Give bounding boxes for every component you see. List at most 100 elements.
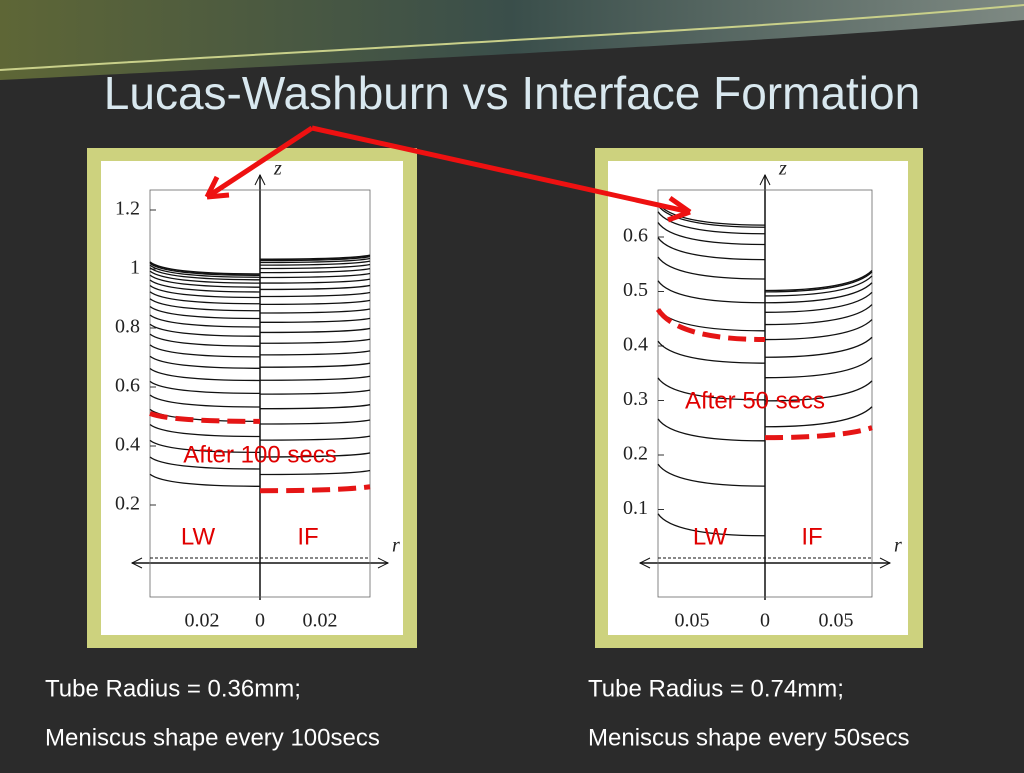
meniscus-curve [259,254,371,260]
meniscus-curve [259,362,371,368]
annotation: After 50 secs [685,387,825,414]
meniscus-curve [764,304,873,326]
meniscus-dashed [655,308,766,343]
meniscus-curve [764,282,873,304]
meniscus-curve [259,317,371,323]
y-tick-label: 0.3 [623,388,648,410]
plot-panel: z r 0.6 0.5 0.4 0.3 0.2 0.1 0.05 0 0.05 After 50 se… [595,148,923,648]
arrow [205,125,314,200]
meniscus-dashed [149,411,261,424]
meniscus-curve [657,280,766,304]
plot-panel: z r 1.2 1 0.8 0.6 0.4 0.2 0.02 0 0.02 After 100 sec… [87,148,417,648]
lw-label: LW [693,523,728,550]
meniscus-curve [149,456,261,470]
meniscus-curve [149,439,261,454]
meniscus-curve [259,291,371,298]
caption: Tube Radius = 0.36mm; [45,675,301,702]
meniscus-curve [657,377,766,401]
meniscus-curve [149,473,261,487]
slide-title: Lucas-Washburn vs Interface Formation [104,67,920,119]
meniscus-curve [259,257,371,264]
meniscus-curve [259,389,371,395]
arrow [311,125,691,215]
arrow-head [204,175,230,200]
meniscus-curve [764,275,873,297]
caption: Tube Radius = 0.74mm; [588,675,844,702]
meniscus-curve [149,333,261,347]
meniscus-curve [149,323,261,337]
y-tick-label: 0.6 [115,375,140,397]
meniscus-curve [259,375,371,381]
meniscus-curve [259,338,371,344]
meniscus-curve [149,394,261,408]
z-axis-label: z [273,158,282,180]
meniscus-curve [259,327,371,334]
z-axis-label: z [778,158,787,180]
y-tick-label: 0.2 [623,443,648,465]
arrows [204,125,692,223]
meniscus-curve [657,463,766,487]
meniscus-dashed [259,484,371,494]
meniscus-curve [259,263,371,270]
meniscus-curve [259,278,371,284]
meniscus-curve [149,380,261,395]
y-tick-label: 1 [130,257,140,279]
meniscus-curve [657,256,766,280]
meniscus-curve [259,299,371,306]
meniscus-curve [149,298,261,312]
meniscus-curve [259,435,371,441]
y-tick-label: 0.4 [115,434,140,456]
caption: Meniscus shape every 50secs [588,724,910,751]
meniscus-curve [657,204,766,228]
meniscus-curve [259,272,371,279]
meniscus-curve [149,284,261,299]
meniscus-curve [657,237,766,261]
y-tick-label: 1.2 [115,198,140,220]
meniscus-curve [259,256,371,262]
meniscus-curve [149,274,261,288]
meniscus-curve [149,264,261,278]
y-tick-label: 0.5 [623,279,648,301]
meniscus-curve [259,452,371,458]
arrow-head [667,195,692,223]
meniscus-curve [149,344,261,358]
meniscus-curve [149,305,261,320]
meniscus-curve [259,284,371,291]
x-tick-label: 0.05 [675,610,710,632]
y-tick-label: 0.6 [623,225,648,247]
meniscus-dashed [764,425,873,441]
meniscus-curve [149,355,261,369]
x-tick-label: 0 [255,610,265,632]
caption: Meniscus shape every 100secs [45,724,380,751]
meniscus-curve [149,261,261,275]
if-label: IF [297,523,318,550]
meniscus-curve [149,423,261,438]
meniscus-curve [149,279,261,293]
meniscus-curve [657,211,766,235]
x-tick-label: 0.02 [303,610,338,632]
meniscus-curve [764,271,873,293]
meniscus-curve [657,418,766,442]
meniscus-curve [764,336,873,358]
plot-box [149,189,371,598]
y-tick-label: 0.8 [115,316,140,338]
z-arrow [254,173,266,186]
meniscus-curve [764,357,873,379]
meniscus-curve [259,404,371,410]
meniscus-curve [764,380,873,402]
meniscus-curve [259,260,371,266]
meniscus-curve [149,291,261,305]
x-tick-label: 0.02 [185,610,220,632]
meniscus-curve [657,222,766,246]
x-tick-label: 0 [760,610,770,632]
r-arrow [638,557,892,569]
meniscus-curve [657,340,766,364]
meniscus-curve [149,314,261,328]
y-tick-label: 0.4 [623,334,648,356]
meniscus-curve [764,406,873,428]
meniscus-curve [259,469,371,476]
meniscus-curve [764,291,873,313]
meniscus-curve [259,350,371,356]
plot-box [657,189,873,598]
